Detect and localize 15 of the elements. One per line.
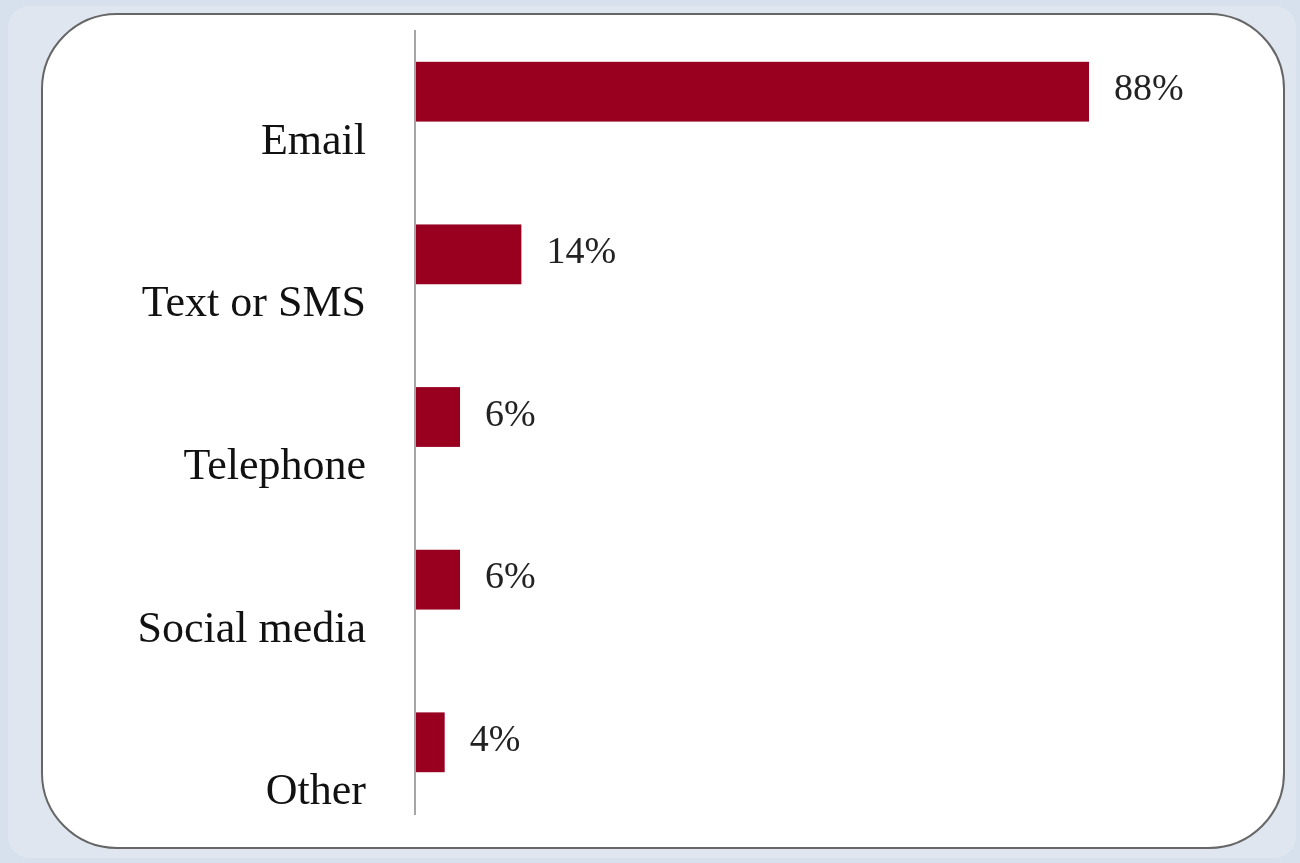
bar	[414, 547, 463, 612]
data-label: 6%	[485, 554, 536, 597]
y-tick-label: Social media	[137, 602, 366, 652]
y-tick-label: Telephone	[183, 440, 366, 489]
data-label: 4%	[469, 717, 521, 760]
data-label: 14%	[546, 229, 617, 272]
bar	[414, 59, 1091, 124]
y-tick-label: Text or SMS	[141, 277, 366, 327]
data-label: 6%	[485, 391, 536, 434]
data-label: 88%	[1114, 66, 1184, 109]
bar	[414, 710, 447, 775]
bar	[414, 385, 463, 449]
y-tick-label: Other	[265, 765, 367, 815]
y-tick-label: Email	[260, 114, 366, 164]
bar	[414, 222, 524, 287]
